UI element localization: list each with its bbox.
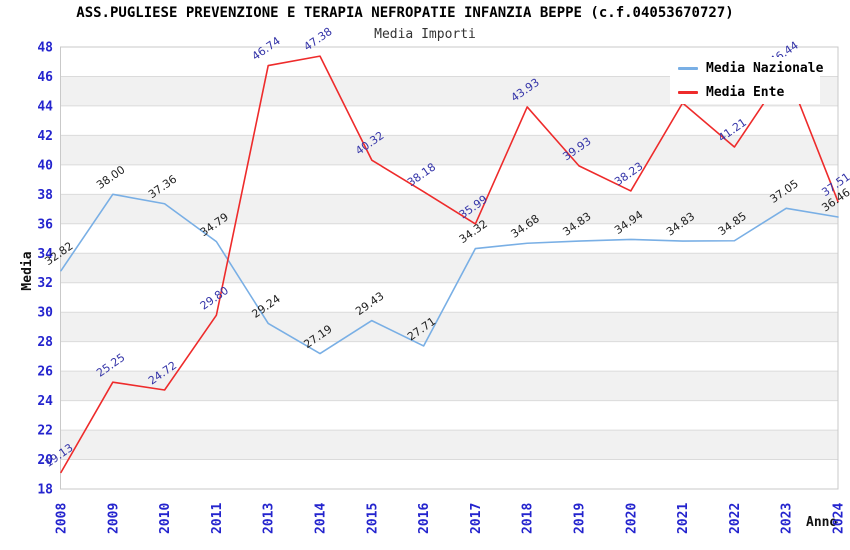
y-tick-label: 44 <box>37 99 53 114</box>
y-tick-label: 26 <box>37 365 53 380</box>
y-tick-label: 36 <box>37 217 53 232</box>
x-tick-label: 2021 <box>676 503 691 534</box>
legend: Media Nazionale Media Ente <box>670 57 824 104</box>
series-line-media-nazionale <box>60 193 839 355</box>
data-label: 46.74 <box>250 34 283 63</box>
data-label: 29.80 <box>198 284 231 313</box>
series-line-media-ente <box>60 55 839 474</box>
x-axis-title: Anno <box>806 515 838 530</box>
plot-band <box>60 135 838 165</box>
x-tick-label: 2011 <box>210 503 225 534</box>
x-tick-label: 2024 <box>832 503 847 534</box>
plot-band <box>60 371 838 401</box>
plot-band <box>60 312 838 342</box>
x-tick-label: 2019 <box>573 503 588 534</box>
chart-title: ASS.PUGLIESE PREVENZIONE E TERAPIA NEFRO… <box>76 5 734 21</box>
y-tick-label: 40 <box>37 158 53 173</box>
y-tick-label: 46 <box>37 70 53 85</box>
y-tick-label: 38 <box>37 188 53 203</box>
legend-item-media-ente: Media Ente <box>670 85 820 100</box>
x-tick-label: 2010 <box>158 503 173 534</box>
y-tick-label: 28 <box>37 335 53 350</box>
plot-border <box>60 46 839 490</box>
y-tick-label: 34 <box>37 247 53 262</box>
x-tick-label: 2018 <box>521 503 536 534</box>
chart-subtitle: Media Importi <box>374 27 476 42</box>
y-tick-label: 22 <box>37 424 53 439</box>
y-tick-label: 42 <box>37 129 53 144</box>
data-label: 47.38 <box>301 25 334 54</box>
x-tick-label: 2009 <box>106 503 121 534</box>
y-tick-label: 32 <box>37 276 53 291</box>
x-tick-label: 2015 <box>365 503 380 534</box>
x-tick-label: 2013 <box>262 503 277 534</box>
legend-label-media-ente: Media Ente <box>706 84 785 100</box>
legend-label-media-nazionale: Media Nazionale <box>706 61 824 77</box>
legend-swatch-media-nazionale <box>678 67 698 71</box>
x-tick-label: 2014 <box>314 503 329 534</box>
x-tick-label: 2016 <box>417 503 432 534</box>
x-tick-label: 2008 <box>55 503 70 534</box>
data-label: 38.00 <box>94 163 127 192</box>
x-tick-label: 2023 <box>780 503 795 534</box>
y-tick-label: 20 <box>37 453 53 468</box>
plot-band <box>60 430 838 460</box>
y-tick-label: 24 <box>37 394 53 409</box>
legend-swatch-media-ente <box>678 90 698 94</box>
plot-band <box>60 194 838 224</box>
x-tick-label: 2022 <box>728 503 743 534</box>
y-tick-label: 30 <box>37 306 53 321</box>
x-tick-label: 2017 <box>469 503 484 534</box>
y-tick-label: 18 <box>37 483 53 498</box>
plot-band <box>60 253 838 283</box>
x-tick-label: 2020 <box>624 503 639 534</box>
legend-item-media-nazionale: Media Nazionale <box>670 61 824 77</box>
y-tick-label: 48 <box>37 41 53 56</box>
